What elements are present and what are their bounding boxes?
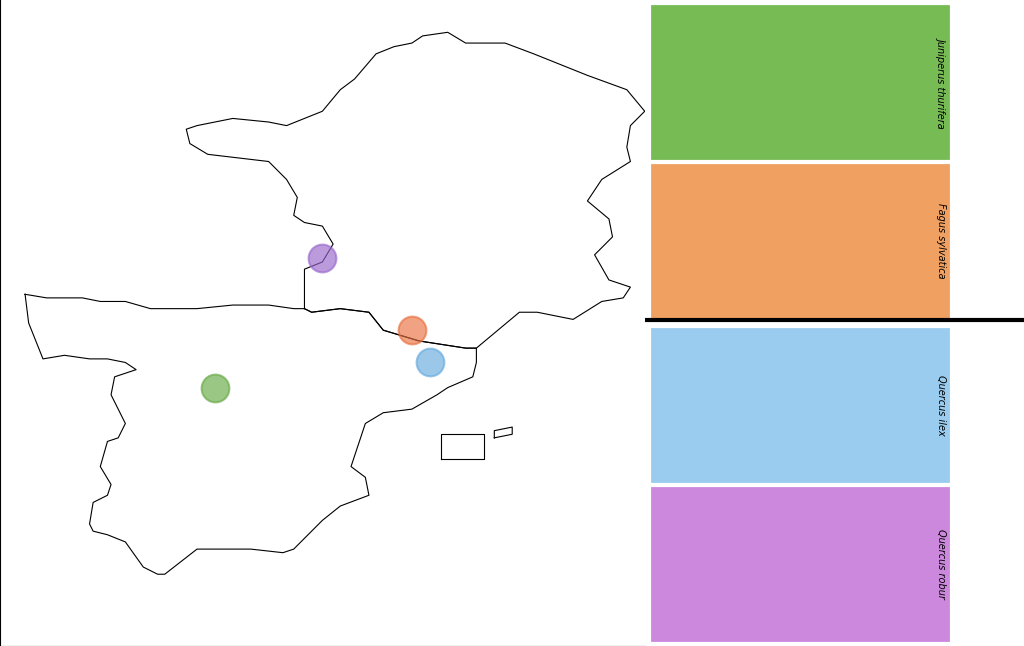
Point bbox=[207, 382, 223, 393]
FancyBboxPatch shape bbox=[652, 329, 948, 481]
Text: Peri-urban case studies: Peri-urban case studies bbox=[1014, 411, 1023, 558]
Text: Quercus robur: Quercus robur bbox=[936, 528, 946, 599]
Text: Juniperus thurifera: Juniperus thurifera bbox=[936, 37, 946, 128]
Text: Quercus ilex: Quercus ilex bbox=[936, 375, 946, 436]
Point bbox=[314, 253, 331, 264]
Point bbox=[403, 325, 420, 335]
Point bbox=[422, 357, 438, 368]
Text: Fagus sylvatica: Fagus sylvatica bbox=[936, 203, 946, 278]
FancyBboxPatch shape bbox=[652, 488, 948, 640]
FancyBboxPatch shape bbox=[652, 165, 948, 317]
FancyBboxPatch shape bbox=[652, 6, 948, 158]
